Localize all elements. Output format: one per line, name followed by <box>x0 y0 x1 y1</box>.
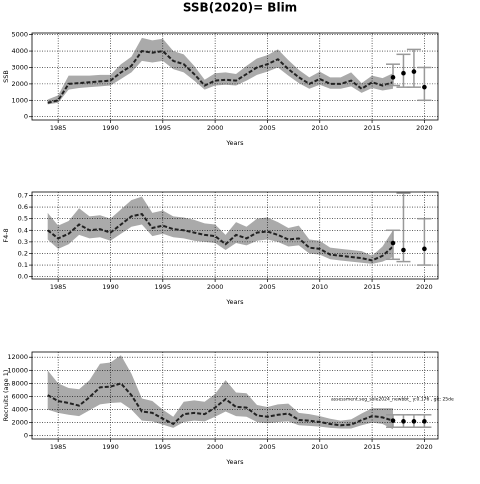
x-tick-label: 2000 <box>207 443 224 451</box>
y-tick-label: 2000 <box>11 419 28 427</box>
y-tick-label: 5000 <box>11 31 28 39</box>
y-tick-label: 0.5 <box>18 215 28 223</box>
forecast-point <box>390 240 396 246</box>
x-tick-label: 2015 <box>364 283 381 291</box>
y-tick-label: 0.1 <box>18 261 28 269</box>
y-tick-label: 12000 <box>7 353 28 361</box>
plot-frame <box>31 191 439 280</box>
figure-title: SSB(2020)= Blim <box>183 1 297 15</box>
x-axis-label: Years <box>225 139 244 147</box>
forecast-point <box>411 69 417 74</box>
y-axis-label: SSB <box>2 70 10 83</box>
forecast-point <box>411 419 417 424</box>
x-tick-label: 2005 <box>259 283 276 291</box>
forecast-point <box>422 84 427 90</box>
x-tick-label: 1990 <box>102 124 119 132</box>
y-tick-label: 1000 <box>11 96 28 104</box>
y-tick-label: 4000 <box>11 47 28 55</box>
forecast-point <box>422 419 427 424</box>
x-tick-label: 1985 <box>50 443 67 451</box>
y-tick-label: 8000 <box>11 379 28 387</box>
forecast-point <box>390 418 396 423</box>
y-tick-label: 4000 <box>11 406 28 414</box>
y-tick-label: 3000 <box>11 63 28 71</box>
y-tick-label: 2000 <box>11 80 28 88</box>
x-tick-label: 1985 <box>50 283 67 291</box>
plot-frame <box>31 32 439 121</box>
y-tick-label: 0.0 <box>18 273 28 281</box>
x-tick-label: 1985 <box>50 124 67 132</box>
y-tick-label: 10000 <box>7 366 28 374</box>
x-axis-label: Years <box>225 458 244 466</box>
x-tick-label: 2000 <box>207 124 224 132</box>
y-axis-label: Recruits (age 1) <box>2 370 10 422</box>
x-tick-label: 1990 <box>102 283 119 291</box>
x-tick-label: 1995 <box>155 124 172 132</box>
x-tick-label: 2010 <box>311 124 328 132</box>
x-tick-label: 1990 <box>102 443 119 451</box>
x-tick-label: 2005 <box>259 124 276 132</box>
y-tick-label: 0.7 <box>18 191 28 199</box>
y-tick-label: 0 <box>24 113 28 121</box>
median-line <box>47 212 394 262</box>
y-tick-label: 0.2 <box>18 249 28 257</box>
forecast-point <box>390 75 396 80</box>
x-tick-label: 1995 <box>155 443 172 451</box>
forecast-point <box>422 246 427 252</box>
x-tick-label: 2015 <box>364 124 381 132</box>
forecast-point <box>401 70 406 76</box>
y-tick-label: 0.4 <box>18 226 28 234</box>
y-axis-label: F4-8 <box>2 228 10 242</box>
x-tick-label: 2020 <box>416 283 433 291</box>
x-tick-label: 2000 <box>207 283 224 291</box>
confidence-band <box>47 37 394 105</box>
x-tick-label: 2020 <box>416 124 433 132</box>
median-line <box>47 382 394 427</box>
x-tick-label: 2005 <box>259 443 276 451</box>
median-line <box>47 49 394 104</box>
x-tick-label: 2020 <box>416 443 433 451</box>
confidence-band <box>47 355 394 430</box>
annotation: assessment.seg_sole2024_newbbt_ y:0.176 … <box>331 397 454 403</box>
y-tick-label: 0.6 <box>18 203 28 211</box>
y-tick-label: 6000 <box>11 392 28 400</box>
x-tick-label: 1995 <box>155 283 172 291</box>
y-tick-label: 0.3 <box>18 238 28 246</box>
forecast-point <box>401 247 406 253</box>
x-tick-label: 2015 <box>364 443 381 451</box>
x-tick-label: 2010 <box>311 283 328 291</box>
forecast-point <box>401 419 406 424</box>
x-axis-label: Years <box>225 298 244 306</box>
plot-frame <box>31 351 439 440</box>
x-tick-label: 2010 <box>311 443 328 451</box>
y-tick-label: 0 <box>24 432 28 440</box>
